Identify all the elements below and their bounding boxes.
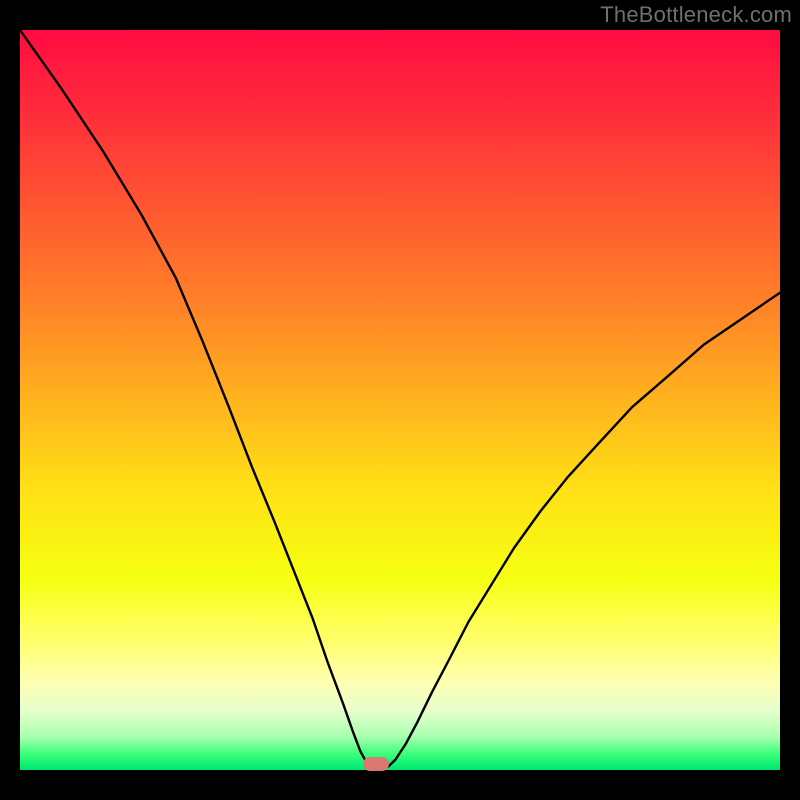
- plot-area: [20, 30, 780, 770]
- chart-container: TheBottleneck.com: [0, 0, 800, 800]
- watermark-text: TheBottleneck.com: [600, 2, 792, 28]
- optimal-marker: [363, 757, 389, 771]
- bottleneck-curve: [20, 30, 780, 770]
